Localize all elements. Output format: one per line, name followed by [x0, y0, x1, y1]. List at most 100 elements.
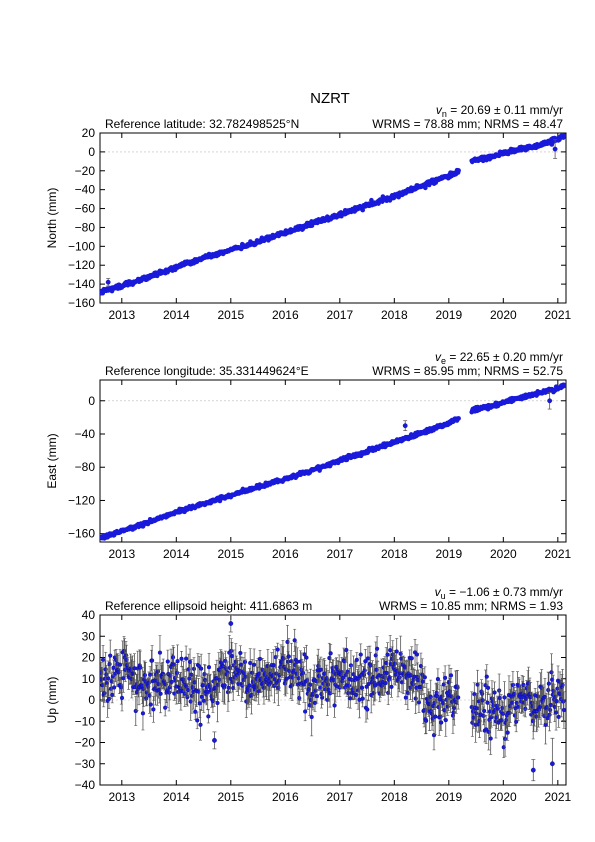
- data-point: [106, 676, 111, 681]
- data-point: [199, 694, 204, 699]
- x-tick-label: 2015: [217, 308, 244, 322]
- data-point: [332, 703, 337, 708]
- velocity-label: vu = −1.06 ± 0.73 mm/yr: [435, 585, 563, 601]
- data-point: [246, 688, 252, 693]
- x-tick-label: 2020: [490, 308, 517, 322]
- data-point: [108, 653, 113, 658]
- x-tick-label: 2020: [490, 790, 517, 804]
- data-point: [281, 656, 286, 661]
- data-point: [206, 714, 211, 719]
- data-point: [318, 667, 323, 672]
- data-points: [100, 615, 566, 785]
- y-axis-label: Up (mm): [45, 677, 59, 724]
- data-point: [197, 701, 202, 706]
- data-point: [253, 685, 259, 690]
- data-point: [292, 638, 297, 643]
- x-tick-label: 2013: [108, 790, 135, 804]
- x-tick-label: 2014: [163, 547, 190, 561]
- y-tick-label: −140: [68, 277, 95, 291]
- x-tick-label: 2018: [381, 547, 408, 561]
- data-point: [227, 665, 233, 670]
- data-point: [148, 702, 153, 707]
- y-tick-label: −40: [75, 183, 96, 197]
- data-point: [112, 685, 117, 690]
- data-point: [144, 696, 149, 701]
- y-tick-label: −160: [68, 296, 95, 310]
- y-tick-label: 10: [82, 672, 96, 686]
- data-point: [242, 659, 248, 665]
- x-tick-label: 2018: [381, 308, 408, 322]
- y-tick-label: −160: [68, 527, 95, 541]
- data-point: [165, 659, 170, 664]
- data-point: [229, 648, 234, 653]
- x-tick-label: 2021: [544, 547, 571, 561]
- velocity-symbol: v: [435, 350, 442, 364]
- y-axis-label: East (mm): [45, 433, 59, 488]
- x-tick-label: 2016: [272, 790, 299, 804]
- data-point: [223, 658, 228, 664]
- data-point: [228, 676, 233, 681]
- data-point: [107, 662, 112, 667]
- data-point: [206, 665, 212, 670]
- data-point: [184, 656, 189, 661]
- data-point: [185, 695, 190, 700]
- data-point: [117, 662, 123, 667]
- data-point-outlier: [402, 423, 408, 429]
- data-point: [250, 670, 255, 675]
- data-point: [170, 655, 176, 660]
- x-tick-label: 2017: [326, 790, 353, 804]
- y-tick-label: −120: [68, 258, 95, 272]
- data-point: [299, 667, 304, 672]
- data-point: [229, 653, 234, 659]
- data-point: [150, 658, 155, 663]
- y-tick-label: 20: [82, 651, 96, 665]
- data-point: [252, 662, 257, 667]
- x-tick-label: 2019: [435, 790, 462, 804]
- x-tick-label: 2013: [108, 547, 135, 561]
- data-point: [303, 709, 308, 714]
- x-tick-label: 2015: [217, 547, 244, 561]
- data-point: [309, 714, 314, 720]
- data-point: [163, 705, 168, 710]
- data-point: [328, 651, 333, 656]
- data-point: [104, 672, 109, 677]
- data-point: [199, 666, 204, 671]
- data-point: [121, 648, 127, 654]
- panel-east: −160 −120 −80 −40 0 2013 2014 2015 2016 2017 2018 2…: [45, 350, 571, 561]
- x-tick-label: 2016: [272, 547, 299, 561]
- x-tick-label: 2020: [490, 547, 517, 561]
- reference-label: Reference ellipsoid height: 411.6863 m: [105, 599, 312, 613]
- data-point: [198, 722, 203, 727]
- data-point: [102, 690, 107, 696]
- data-point: [190, 685, 195, 690]
- data-point: [238, 662, 244, 667]
- data-point: [106, 696, 112, 701]
- y-tick-label: 20: [82, 126, 96, 140]
- data-point: [175, 659, 180, 664]
- y-tick-label: −120: [68, 493, 95, 507]
- velocity-subscript: n: [442, 109, 447, 119]
- y-tick-label: 0: [88, 693, 95, 707]
- data-point: [320, 695, 325, 700]
- reference-label: Reference latitude: 32.782498525°N: [105, 117, 299, 131]
- data-point: [179, 656, 184, 661]
- data-point: [247, 683, 252, 688]
- data-point: [225, 690, 231, 695]
- data-point: [238, 650, 243, 656]
- y-tick-label: 0: [88, 394, 95, 408]
- y-tick-label: −100: [68, 239, 95, 253]
- y-axis-label: North (mm): [45, 188, 59, 249]
- data-point: [305, 678, 310, 683]
- data-point: [275, 647, 280, 652]
- plot-frame: [99, 379, 567, 543]
- data-point: [257, 656, 263, 661]
- stats-label: WRMS = 78.88 mm; NRMS = 48.47: [372, 117, 563, 131]
- stats-label: WRMS = 10.85 mm; NRMS = 1.93: [379, 599, 563, 613]
- data-points: [100, 133, 566, 296]
- data-point: [222, 683, 227, 688]
- y-tick-label: 0: [88, 145, 95, 159]
- y-tick-label: −30: [75, 757, 96, 771]
- velocity-symbol: v: [435, 585, 442, 599]
